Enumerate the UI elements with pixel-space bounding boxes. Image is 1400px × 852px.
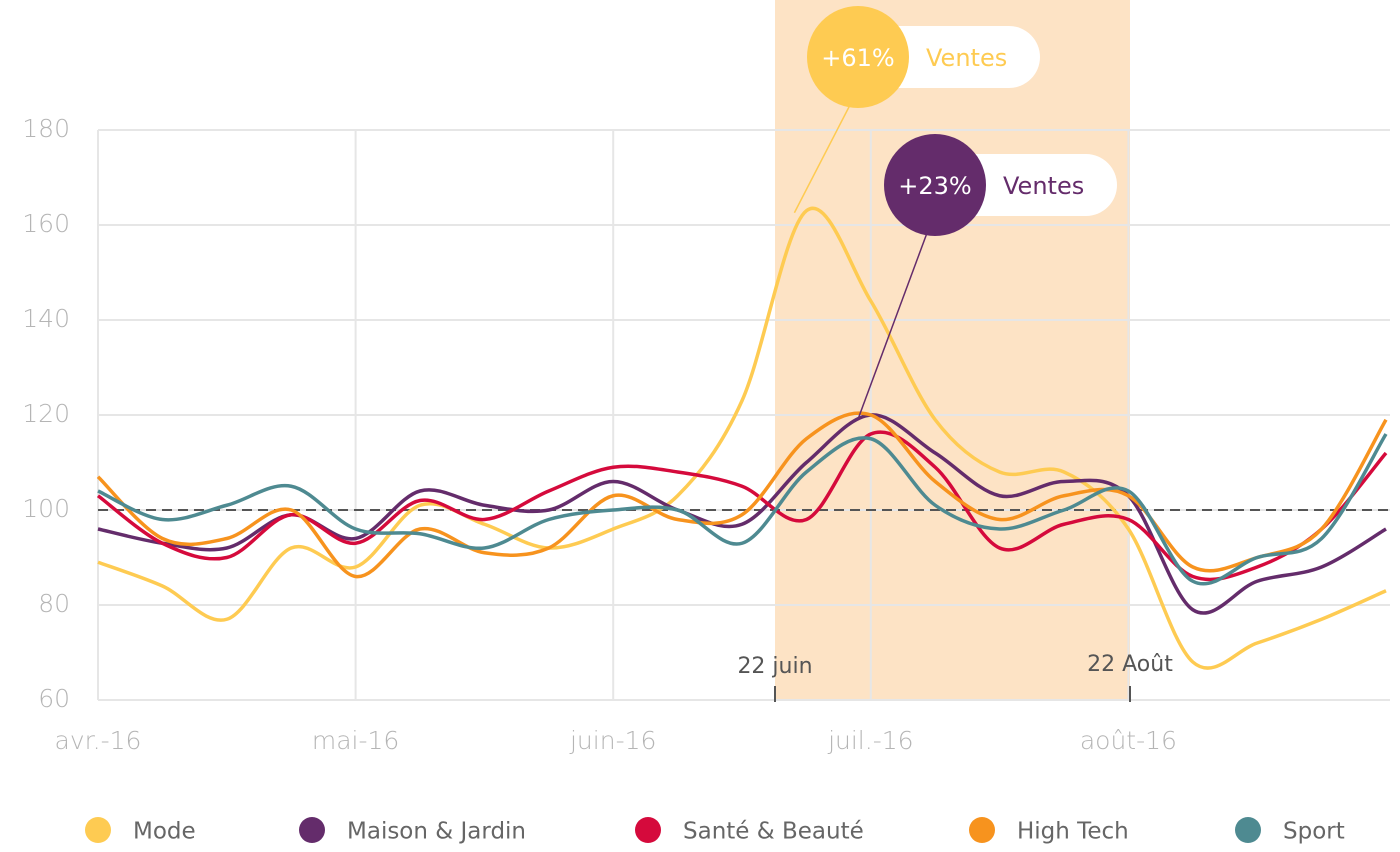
x-tick-label: mai-16 [312,726,399,755]
annotation-value: +23% [898,172,971,200]
x-tick-label: juil.-16 [827,726,913,755]
y-tick-label: 100 [22,494,70,523]
y-tick-label: 80 [38,589,70,618]
legend-marker [635,817,661,843]
line [97,433,1388,586]
legend-label: Santé & Beauté [683,819,864,845]
line [96,411,1388,579]
line [96,430,1388,582]
line [97,206,1387,670]
y-tick-label: 140 [22,304,70,333]
legend-label: Sport [1283,819,1345,845]
legend-marker [299,817,325,843]
legend-marker [969,817,995,843]
band-label: 22 juin [737,654,812,679]
y-tick-label: 160 [22,209,70,238]
y-tick-label: 120 [22,399,70,428]
legend-label: High Tech [1017,819,1129,845]
x-tick-label: juin-16 [569,726,656,755]
legend-label: Maison & Jardin [347,819,526,845]
annotation-text: Ventes [1003,172,1084,200]
x-tick-label: août-16 [1080,726,1177,755]
annotation-connector [858,232,928,418]
legend-marker [85,817,111,843]
legend-label: Mode [133,819,196,845]
y-tick-label: 60 [38,684,70,713]
band-label: 22 Août [1087,652,1173,677]
highlight-band [775,0,1130,700]
y-tick-label: 180 [22,114,70,143]
x-tick-label: avr.-16 [55,726,142,755]
annotation-connector [793,104,851,214]
annotation-bubble [807,6,909,108]
annotation-value: +61% [821,44,894,72]
annotation-text: Ventes [926,44,1007,72]
annotation-bubble [884,134,986,236]
legend-marker [1235,817,1261,843]
